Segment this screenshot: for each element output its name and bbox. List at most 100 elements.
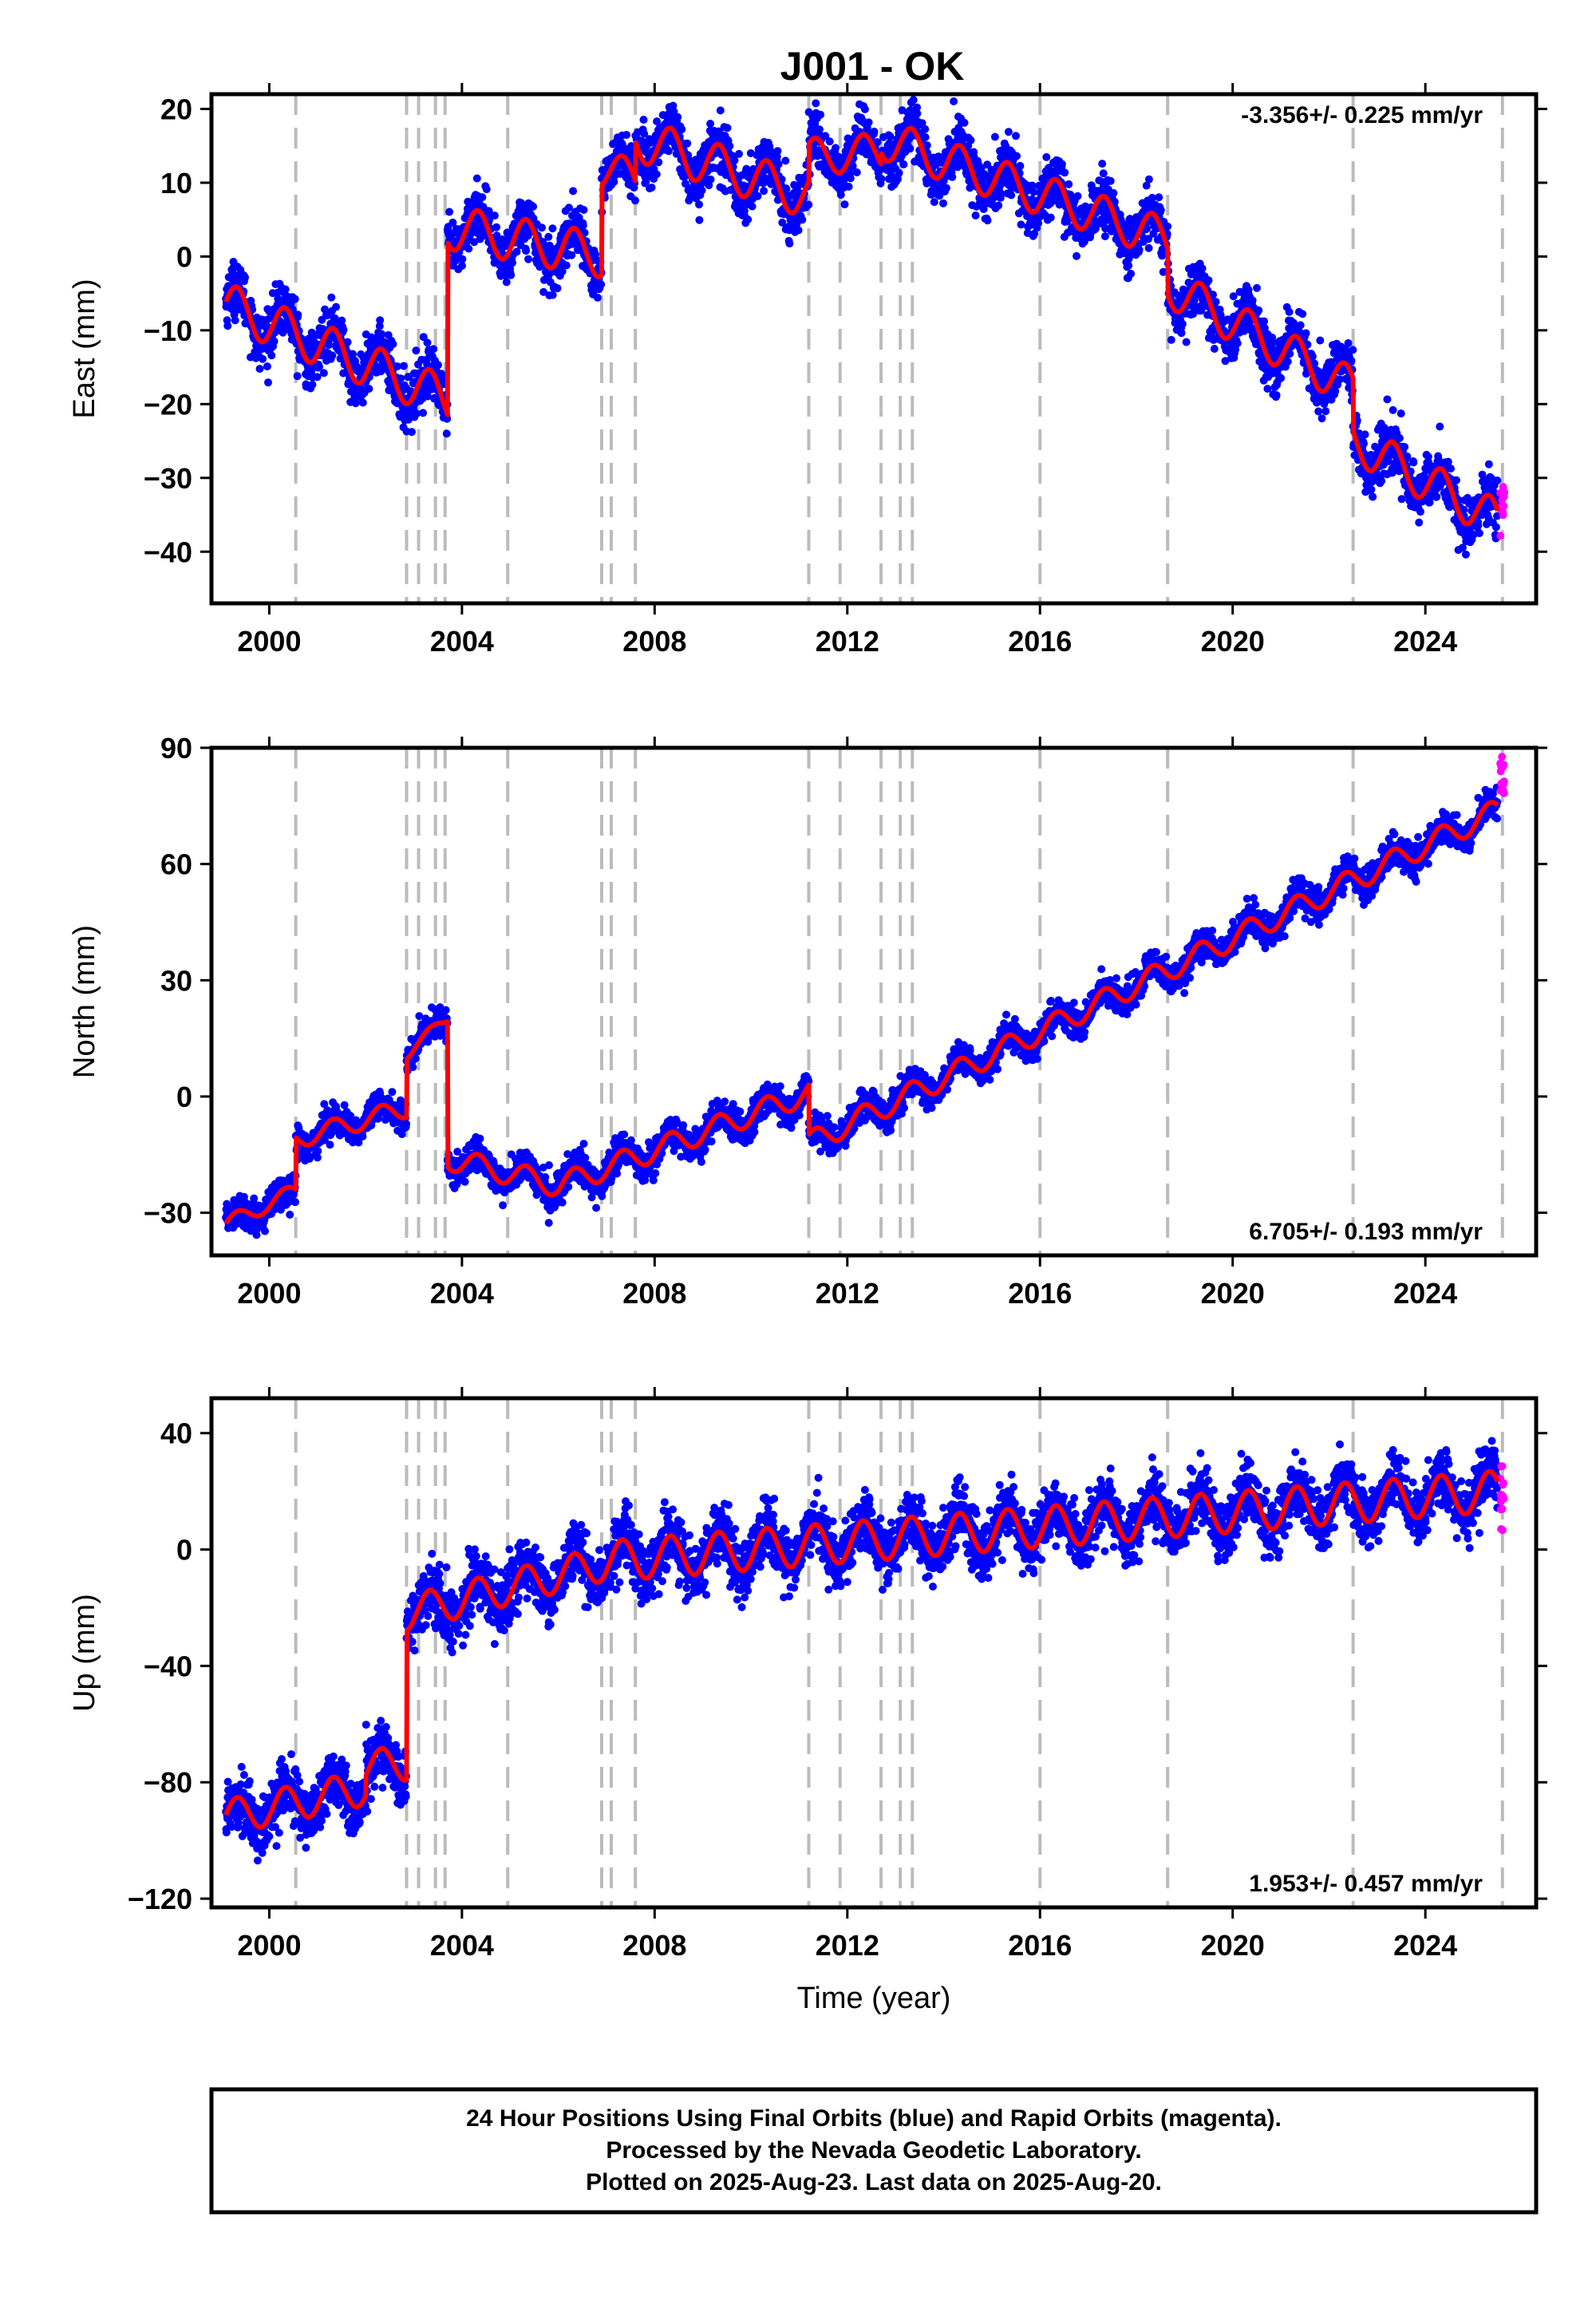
final-orbit-point [393, 362, 401, 371]
final-orbit-point [730, 156, 739, 164]
final-orbit-point [1316, 336, 1325, 345]
final-orbit-point [1007, 191, 1016, 200]
final-orbit-point [1073, 192, 1082, 200]
final-orbit-point [263, 362, 271, 371]
final-orbit-point [315, 362, 324, 371]
final-orbit-point [326, 1140, 334, 1149]
final-orbit-point [529, 214, 538, 223]
final-orbit-point [836, 191, 845, 200]
final-orbit-point [1127, 270, 1136, 278]
final-orbit-point [255, 365, 264, 373]
final-orbit-point [267, 351, 276, 360]
final-orbit-point [864, 118, 873, 127]
final-orbit-point [270, 337, 279, 346]
final-orbit-point [1135, 245, 1144, 254]
final-orbit-point [647, 184, 656, 192]
final-orbit-point [579, 221, 587, 230]
final-orbit-point [1383, 395, 1392, 404]
final-orbit-point [1369, 492, 1377, 501]
final-orbit-point [1253, 283, 1261, 292]
final-orbit-point [458, 262, 466, 270]
final-orbit-point [665, 147, 673, 156]
final-orbit-point [1283, 358, 1292, 366]
final-orbit-point [983, 216, 992, 225]
final-orbit-point [1436, 422, 1444, 431]
final-orbit-point [472, 174, 481, 183]
final-orbit-point [1314, 407, 1323, 416]
final-orbit-point [593, 294, 602, 302]
final-orbit-point [1447, 464, 1455, 473]
final-orbit-point [538, 223, 546, 232]
final-orbit-point [652, 170, 661, 179]
final-orbit-point [1461, 550, 1470, 559]
final-orbit-point [1016, 161, 1025, 170]
final-orbit-point [1415, 518, 1424, 527]
final-orbit-point [950, 97, 958, 105]
final-orbit-point [328, 351, 337, 360]
final-orbit-point [502, 278, 511, 287]
final-orbit-point [697, 186, 706, 195]
final-orbit-point [1317, 414, 1326, 423]
final-orbit-point [377, 330, 386, 338]
final-orbit-point [314, 1147, 322, 1156]
final-orbit-point [522, 247, 531, 255]
final-orbit-point [1017, 220, 1025, 229]
final-orbit-point [1233, 339, 1242, 348]
final-orbit-point [389, 340, 397, 349]
final-orbit-point [1474, 521, 1483, 530]
final-orbit-point [971, 211, 980, 219]
final-orbit-point [1004, 128, 1013, 136]
final-orbit-point [1204, 276, 1213, 285]
final-orbit-point [539, 238, 547, 247]
final-orbit-point [482, 185, 491, 194]
final-orbit-point [580, 228, 589, 237]
final-orbit-point [706, 175, 715, 184]
final-orbit-point [1178, 319, 1187, 328]
final-orbit-point [490, 211, 499, 220]
final-orbit-point [319, 369, 328, 377]
final-orbit-point [332, 302, 341, 311]
final-orbit-point [1395, 434, 1404, 442]
final-orbit-point [639, 116, 648, 124]
final-orbit-point [562, 261, 571, 270]
final-orbit-point [1182, 338, 1191, 346]
final-orbit-point [264, 378, 272, 387]
x-tick-label: 2004 [430, 625, 494, 658]
final-orbit-point [558, 267, 567, 276]
x-tick-label: 2016 [1008, 625, 1072, 658]
final-orbit-point [524, 255, 532, 263]
final-orbit-point [397, 374, 405, 383]
final-orbit-point [832, 144, 839, 152]
final-orbit-point [1349, 346, 1357, 354]
final-orbit-point [716, 106, 725, 115]
final-orbit-point [529, 202, 538, 211]
final-orbit-point [412, 409, 421, 418]
final-orbit-point [1268, 338, 1277, 347]
final-orbit-point [1167, 335, 1175, 344]
x-tick-label: 2000 [237, 625, 301, 658]
final-orbit-point [948, 172, 957, 181]
final-orbit-point [419, 409, 428, 417]
final-orbit-point [1177, 329, 1186, 338]
final-orbit-point [913, 109, 922, 118]
final-orbit-point [458, 255, 467, 263]
final-orbit-point [569, 187, 578, 196]
final-orbit-point [507, 271, 516, 279]
final-orbit-point [1302, 329, 1310, 338]
final-orbit-point [785, 239, 794, 248]
final-orbit-point [1344, 339, 1353, 347]
y-tick-label: 10 [160, 167, 192, 200]
final-orbit-point [1277, 373, 1286, 382]
final-orbit-point [313, 373, 322, 381]
final-orbit-point [1100, 232, 1109, 241]
final-orbit-point [1211, 298, 1220, 306]
final-orbit-point [994, 201, 1003, 210]
final-orbit-point [1163, 222, 1172, 231]
final-orbit-point [921, 133, 930, 141]
final-orbit-point [351, 399, 360, 408]
final-orbit-point [419, 333, 428, 342]
model-fit-line [223, 125, 1500, 527]
final-orbit-point [442, 429, 451, 438]
final-orbit-point [1377, 476, 1386, 485]
